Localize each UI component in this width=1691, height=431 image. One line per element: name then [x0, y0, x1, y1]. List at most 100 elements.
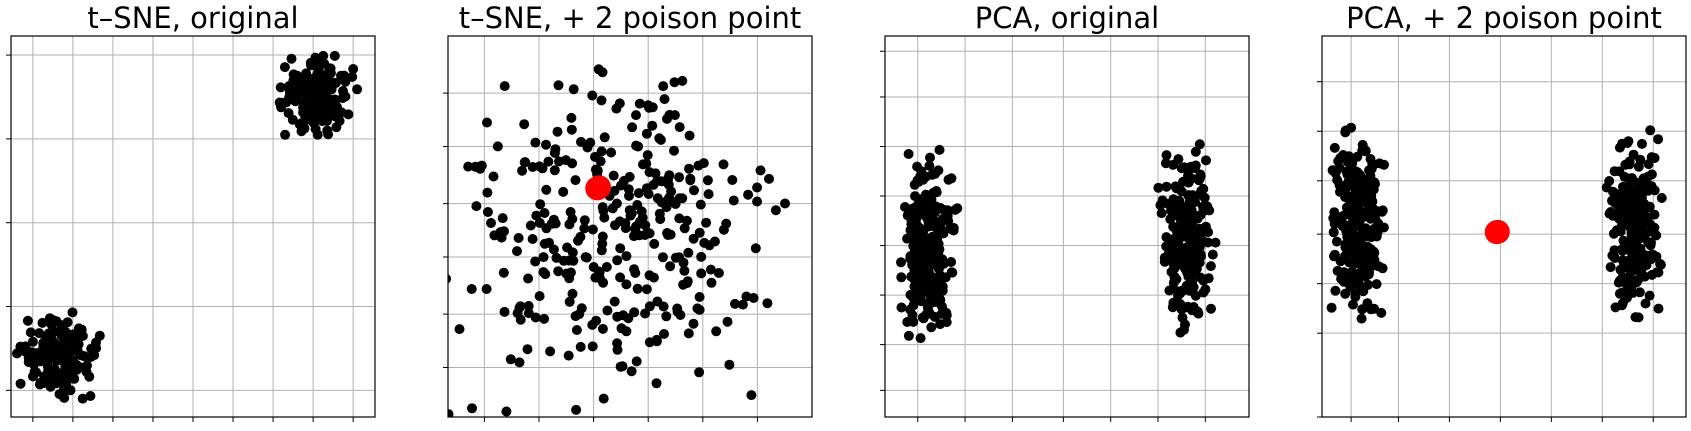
axes-frame — [10, 35, 376, 418]
data-point — [1637, 138, 1647, 149]
data-point — [1353, 269, 1364, 280]
data-point — [651, 378, 662, 389]
data-point — [702, 175, 713, 186]
data-point — [275, 82, 286, 93]
data-point — [571, 404, 582, 415]
data-points — [1326, 122, 1667, 324]
data-point — [1358, 286, 1369, 297]
data-point — [1190, 146, 1201, 157]
data-point — [677, 193, 688, 204]
data-point — [522, 344, 533, 355]
data-point — [930, 276, 941, 287]
data-point — [696, 268, 707, 279]
data-point — [339, 70, 350, 81]
data-point — [567, 214, 578, 224]
data-point — [39, 371, 50, 382]
data-point — [312, 77, 323, 88]
data-points — [448, 64, 790, 417]
axes-frame — [884, 35, 1250, 418]
data-point — [596, 146, 607, 157]
data-point — [698, 158, 709, 169]
data-point — [587, 90, 598, 101]
data-point — [1193, 175, 1204, 186]
data-point — [1356, 223, 1367, 234]
data-point — [1609, 187, 1619, 198]
data-point — [915, 333, 926, 344]
data-points — [896, 139, 1221, 344]
data-point — [571, 325, 582, 335]
data-point — [752, 196, 763, 207]
data-point — [1630, 312, 1641, 323]
data-point — [594, 267, 605, 278]
data-point — [530, 256, 541, 267]
data-point — [563, 350, 574, 361]
data-point — [931, 297, 942, 307]
data-point — [670, 252, 681, 263]
data-point — [780, 198, 790, 209]
data-point — [544, 237, 554, 248]
data-point — [1329, 251, 1339, 262]
data-point — [1161, 150, 1172, 161]
data-point — [576, 303, 587, 314]
data-point — [1647, 222, 1658, 232]
data-point — [612, 255, 623, 266]
data-point — [514, 357, 525, 368]
data-point — [566, 112, 577, 123]
data-point — [641, 158, 652, 169]
data-point — [580, 252, 591, 263]
data-point — [1357, 139, 1368, 150]
data-point — [684, 163, 694, 174]
data-point — [538, 267, 549, 278]
data-point — [1153, 182, 1164, 193]
data-point — [553, 266, 564, 277]
data-point — [920, 191, 931, 202]
data-point — [1624, 222, 1635, 233]
data-point — [896, 257, 906, 268]
data-point — [481, 284, 492, 294]
data-point — [918, 313, 929, 324]
data-point — [51, 316, 62, 327]
data-point — [567, 247, 578, 258]
poison-point — [1485, 219, 1510, 244]
data-point — [281, 97, 292, 108]
data-point — [718, 159, 729, 170]
data-point — [1627, 275, 1638, 286]
data-point — [318, 70, 329, 81]
data-point — [926, 322, 937, 333]
data-point — [1607, 195, 1617, 206]
data-point — [718, 224, 729, 235]
data-point — [674, 172, 685, 183]
data-point — [1610, 302, 1621, 313]
data-point — [1631, 237, 1642, 248]
data-point — [916, 296, 927, 307]
data-point — [713, 268, 724, 278]
data-point — [662, 113, 672, 124]
data-point — [903, 330, 914, 341]
data-point — [1178, 176, 1189, 187]
data-point — [587, 224, 598, 235]
data-point — [352, 84, 363, 95]
data-point — [1183, 165, 1194, 176]
data-point — [34, 328, 45, 339]
data-point — [523, 308, 534, 319]
data-point — [579, 223, 590, 234]
data-point — [67, 307, 78, 318]
data-point — [694, 292, 705, 302]
data-point — [15, 341, 26, 352]
data-point — [597, 323, 608, 334]
data-point — [515, 314, 526, 325]
data-point — [1376, 307, 1387, 318]
panel-tsne-original: t–SNE, original — [6, 1, 376, 422]
data-point — [448, 409, 454, 417]
data-point — [530, 137, 541, 148]
data-point — [1368, 159, 1379, 170]
data-point — [501, 406, 512, 417]
data-point — [606, 147, 617, 158]
data-point — [546, 218, 557, 229]
data-point — [632, 283, 643, 294]
data-point — [612, 311, 623, 322]
data-point — [563, 255, 574, 266]
data-point — [329, 50, 340, 61]
data-point — [631, 356, 642, 367]
data-point — [727, 175, 738, 185]
